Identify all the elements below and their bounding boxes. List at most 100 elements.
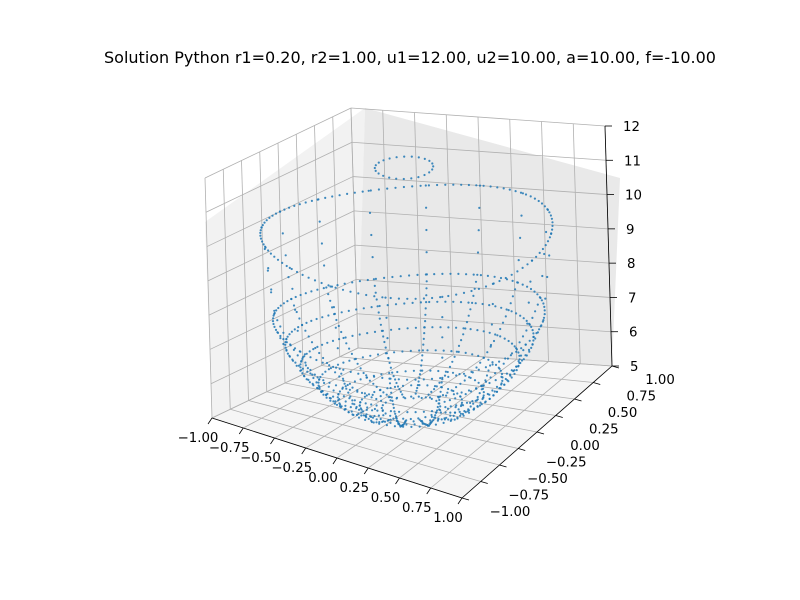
- data-point: [353, 403, 356, 406]
- data-point: [365, 293, 368, 297]
- data-point: [427, 393, 430, 396]
- data-point: [531, 329, 534, 332]
- data-point: [395, 397, 398, 400]
- data-point: [488, 331, 491, 334]
- data-point: [484, 379, 487, 382]
- data-point: [351, 413, 354, 416]
- data-point: [327, 284, 330, 287]
- data-point: [462, 291, 466, 294]
- data-point: [362, 307, 365, 310]
- x-tick-label: −0.25: [271, 461, 312, 476]
- data-point: [459, 395, 462, 398]
- data-point: [527, 301, 530, 304]
- data-point: [344, 404, 347, 407]
- data-point: [437, 417, 440, 420]
- back-wall-grid-z: [351, 141, 607, 161]
- data-point: [306, 370, 309, 373]
- data-point: [499, 327, 502, 331]
- data-point: [518, 358, 521, 361]
- data-point: [315, 317, 318, 321]
- data-point: [482, 394, 485, 397]
- z-tick-label: 11: [624, 154, 641, 169]
- data-point: [394, 415, 398, 418]
- data-point: [394, 186, 397, 189]
- data-point: [270, 288, 273, 291]
- data-point: [455, 404, 458, 407]
- data-point: [273, 312, 276, 316]
- data-point: [406, 411, 409, 414]
- data-point: [404, 370, 407, 373]
- x-tick-label: −0.50: [240, 451, 281, 466]
- back-wall-grid-z: [357, 347, 613, 367]
- data-point: [462, 372, 466, 375]
- data-point: [293, 328, 296, 331]
- data-point: [384, 296, 387, 299]
- data-point: [413, 423, 416, 426]
- data-point: [373, 330, 377, 333]
- data-point: [378, 421, 381, 424]
- data-point: [475, 366, 478, 369]
- data-point: [452, 300, 455, 303]
- pane-left: [205, 108, 365, 418]
- data-point: [376, 353, 380, 356]
- data-point: [273, 325, 276, 328]
- data-point: [358, 404, 361, 407]
- data-point: [377, 161, 380, 164]
- data-point: [355, 308, 358, 311]
- data-point: [454, 397, 457, 400]
- data-point: [440, 418, 443, 421]
- data-point: [478, 404, 481, 407]
- data-point: [467, 411, 471, 414]
- data-point: [514, 190, 517, 193]
- data-point: [384, 346, 387, 349]
- data-point: [387, 357, 390, 360]
- data-point: [521, 192, 525, 195]
- data-point: [292, 348, 295, 351]
- data-point: [541, 274, 544, 278]
- data-point: [340, 372, 343, 375]
- data-point: [285, 348, 288, 351]
- z-tick-label: 12: [623, 120, 640, 135]
- data-point: [434, 416, 437, 419]
- data-point: [279, 325, 282, 328]
- left-wall-grid-z: [210, 313, 358, 385]
- data-point: [534, 337, 537, 340]
- data-point: [411, 301, 414, 304]
- data-point: [506, 357, 509, 360]
- data-point: [317, 381, 320, 384]
- data-point: [391, 399, 394, 402]
- data-point: [318, 378, 321, 381]
- data-point: [378, 317, 381, 320]
- data-point: [365, 408, 368, 411]
- data-point: [374, 169, 377, 172]
- data-point: [259, 229, 262, 232]
- z-tick-label: 10: [625, 189, 642, 204]
- data-point: [462, 327, 465, 330]
- data-point: [492, 394, 495, 397]
- data-point: [271, 214, 274, 217]
- data-point: [465, 321, 469, 324]
- data-point: [456, 416, 459, 419]
- data-point: [331, 339, 335, 342]
- data-point: [444, 300, 447, 303]
- data-point: [414, 392, 417, 395]
- data-point: [304, 201, 307, 204]
- data-point: [306, 367, 309, 370]
- data-point: [383, 420, 387, 423]
- data-point: [314, 346, 317, 350]
- data-point: [426, 349, 429, 352]
- data-point: [318, 387, 321, 390]
- data-point: [302, 374, 306, 377]
- x-tick-label: 0.00: [308, 471, 338, 486]
- data-point: [309, 356, 312, 359]
- data-point: [292, 304, 296, 307]
- data-point: [412, 420, 415, 423]
- data-point: [318, 385, 321, 388]
- data-point: [526, 285, 529, 288]
- data-point: [471, 301, 474, 304]
- data-point: [420, 359, 423, 362]
- y-tick-label: 0.25: [589, 423, 619, 438]
- data-point: [527, 348, 531, 351]
- left-wall-grid: [332, 116, 341, 357]
- y-tick-label: −0.75: [508, 489, 549, 504]
